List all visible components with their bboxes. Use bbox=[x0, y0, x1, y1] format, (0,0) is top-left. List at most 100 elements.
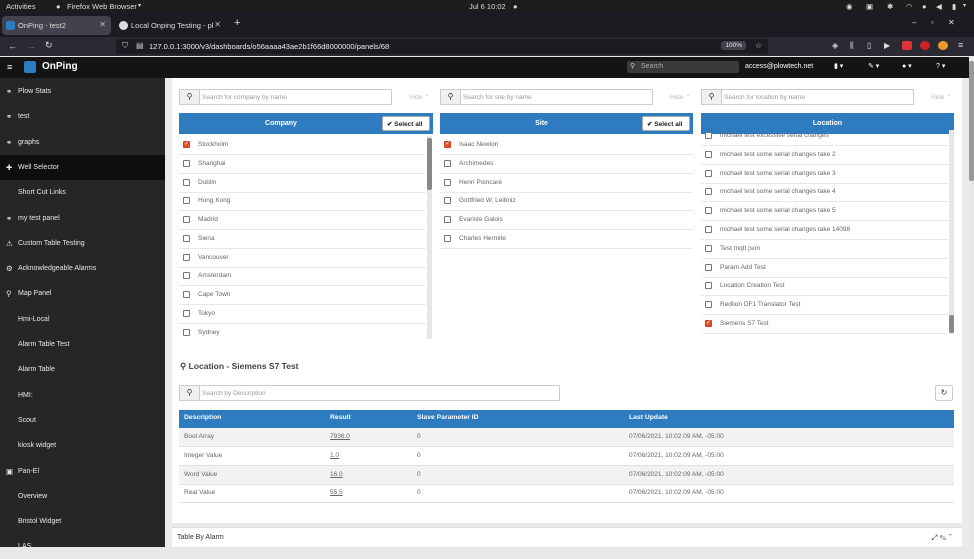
sidebar-item[interactable]: ✚ Well Selector bbox=[0, 154, 165, 180]
column-header[interactable]: Slave Parameter ID bbox=[417, 414, 479, 421]
sidebar-item[interactable]: kiosk widget bbox=[0, 433, 165, 458]
global-search-input[interactable]: ⚲ Search bbox=[627, 61, 739, 73]
extension-play-icon[interactable]: ▶ bbox=[884, 41, 891, 50]
sidebar-item[interactable]: Overview bbox=[0, 484, 165, 509]
checkbox[interactable] bbox=[183, 178, 190, 186]
checkbox[interactable] bbox=[705, 207, 712, 215]
checkbox[interactable] bbox=[705, 244, 712, 252]
checkbox[interactable] bbox=[444, 159, 451, 167]
location-list-item[interactable]: Siemens S7 Test bbox=[701, 315, 948, 334]
location-list-item[interactable]: michael test some serial changes take 4 bbox=[701, 183, 948, 203]
company-search[interactable]: ⚲ bbox=[179, 89, 392, 105]
user-email[interactable]: access@plowtech.net bbox=[745, 63, 814, 70]
sidebar-item[interactable]: Short Cut Links bbox=[0, 180, 165, 205]
sidebar-item[interactable]: Alarm Table Test bbox=[0, 332, 165, 357]
sidebar-item[interactable]: Alarm Table bbox=[0, 357, 165, 382]
close-tab-icon[interactable]: ✕ bbox=[214, 20, 221, 29]
checkbox[interactable] bbox=[705, 188, 712, 196]
back-icon[interactable]: ← bbox=[8, 41, 17, 51]
site-select-all-button[interactable]: ✔ Select all bbox=[642, 116, 690, 131]
location-list-item[interactable]: michael test some serial changes take 14… bbox=[701, 221, 948, 240]
user-menu-icon[interactable]: ● ▾ bbox=[902, 63, 912, 70]
checkbox[interactable] bbox=[183, 234, 190, 242]
checkbox[interactable] bbox=[444, 140, 451, 148]
location-list-item[interactable]: michael test some serial changes take 3 bbox=[701, 165, 948, 184]
company-list-item[interactable]: Vancouver bbox=[179, 249, 426, 268]
site-list-item[interactable]: Archimedes bbox=[440, 155, 693, 174]
company-list-scrollbar[interactable] bbox=[427, 136, 432, 339]
activities-button[interactable]: Activities bbox=[6, 2, 36, 11]
url-bar[interactable]: ⛉ ▤ 127.0.0.1:3000/v3/dashboards/o56aaaa… bbox=[116, 39, 768, 54]
checkbox[interactable] bbox=[705, 132, 712, 139]
close-window-icon[interactable]: ✕ bbox=[948, 18, 955, 27]
bookmark-star-icon[interactable]: ☆ bbox=[754, 41, 762, 50]
site-hide-toggle[interactable]: Hide ⌃ bbox=[670, 94, 691, 101]
wrench-icon[interactable]: ✎ bbox=[939, 533, 947, 542]
help-menu-icon[interactable]: ? ▾ bbox=[936, 63, 946, 70]
chevron-up-icon[interactable]: ⌃ bbox=[948, 533, 952, 542]
company-list-item[interactable]: Cape Town bbox=[179, 286, 426, 305]
sidebar-item[interactable]: ⚭ graphs bbox=[0, 130, 165, 155]
system-menu-chevron-icon[interactable]: ▾ bbox=[963, 3, 967, 9]
clock[interactable]: Jul 6 10:02 bbox=[469, 2, 506, 11]
maximize-icon[interactable]: ▫ bbox=[931, 18, 934, 27]
company-list-item[interactable]: Sydney bbox=[179, 324, 426, 342]
site-list-item[interactable]: Evariste Galois bbox=[440, 211, 693, 230]
expand-icon[interactable]: ⤢ bbox=[931, 533, 938, 542]
location-list-item[interactable]: Location Creation Test bbox=[701, 277, 948, 297]
checkbox[interactable] bbox=[183, 309, 190, 317]
cell-result[interactable]: 55.5 bbox=[330, 489, 343, 497]
sidebar-item[interactable]: ⚠ Custom Table Testing bbox=[0, 231, 165, 256]
site-list-item[interactable]: Charles Hermite bbox=[440, 230, 693, 249]
site-search[interactable]: ⚲ bbox=[440, 89, 653, 105]
zoom-level[interactable]: 100% bbox=[721, 41, 746, 50]
checkbox[interactable] bbox=[183, 253, 190, 261]
shield-icon[interactable]: ⛉ bbox=[122, 41, 128, 50]
minimize-icon[interactable]: – bbox=[912, 18, 917, 27]
sidebar-item[interactable]: ▣ Pan-El bbox=[0, 459, 165, 484]
company-list-item[interactable]: Madrid bbox=[179, 211, 426, 230]
site-list-item[interactable]: Isaac Newton bbox=[440, 136, 693, 155]
tab-local-onping[interactable]: Local Onping Testing - pl ✕ bbox=[115, 16, 226, 35]
pocket-icon[interactable]: ◈ bbox=[832, 41, 839, 50]
new-tab-icon[interactable]: + bbox=[234, 17, 241, 29]
checkbox[interactable] bbox=[705, 150, 712, 158]
sidebar-item[interactable]: ⚲ Map Panel bbox=[0, 281, 165, 306]
library-icon[interactable]: ⫼ bbox=[850, 41, 854, 50]
sidebar-item[interactable]: HMI: bbox=[0, 383, 165, 408]
checkbox[interactable] bbox=[444, 197, 451, 205]
location-list-item[interactable]: michael test excessive serial changes bbox=[701, 127, 948, 146]
tools-menu-icon[interactable]: ✎ ▾ bbox=[868, 63, 880, 70]
company-list-item[interactable]: Hong Kong bbox=[179, 192, 426, 212]
cell-result[interactable]: 16.0 bbox=[330, 470, 343, 478]
company-list-item[interactable]: Stockholm bbox=[179, 136, 426, 155]
menu-toggle-icon[interactable]: ≡ bbox=[7, 62, 13, 72]
location-list-item[interactable]: Redlion DF1 Translator Test bbox=[701, 296, 948, 316]
checkbox[interactable] bbox=[705, 169, 712, 177]
sidebar-item[interactable]: ⚭ Plow Stats bbox=[0, 79, 165, 104]
description-search-input[interactable] bbox=[202, 387, 556, 399]
checkbox[interactable] bbox=[705, 282, 712, 290]
site-list-item[interactable]: Gottfried W. Leibniz bbox=[440, 192, 693, 212]
page-info-icon[interactable]: ▤ bbox=[136, 41, 144, 50]
company-hide-toggle[interactable]: Hide ⌃ bbox=[409, 94, 430, 101]
location-list-item[interactable]: Param Add Test bbox=[701, 259, 948, 278]
location-list-scrollbar[interactable] bbox=[949, 130, 954, 334]
checkbox[interactable] bbox=[705, 319, 712, 327]
cell-result[interactable]: 1.0 bbox=[330, 451, 340, 459]
checkbox[interactable] bbox=[444, 178, 451, 186]
checkbox[interactable] bbox=[183, 197, 190, 205]
company-list-item[interactable]: Tokyo bbox=[179, 305, 426, 324]
company-search-input[interactable] bbox=[202, 91, 388, 103]
company-select-all-button[interactable]: ✔ Select all bbox=[382, 116, 430, 131]
location-list-item[interactable]: michael test some serial changes take 2 bbox=[701, 146, 948, 165]
checkbox[interactable] bbox=[183, 291, 190, 298]
adblock-icon[interactable] bbox=[920, 41, 930, 50]
checkbox[interactable] bbox=[705, 301, 712, 309]
app-menu[interactable]: Firefox Web Browser bbox=[67, 2, 137, 11]
sidebar-item[interactable]: ⚙ Acknowledgeable Alarms bbox=[0, 256, 165, 281]
site-search-input[interactable] bbox=[463, 91, 649, 103]
sidebar-item[interactable]: Scout bbox=[0, 408, 165, 433]
checkbox[interactable] bbox=[705, 263, 712, 271]
sidebar-toggle-icon[interactable]: ▯ bbox=[867, 41, 872, 50]
